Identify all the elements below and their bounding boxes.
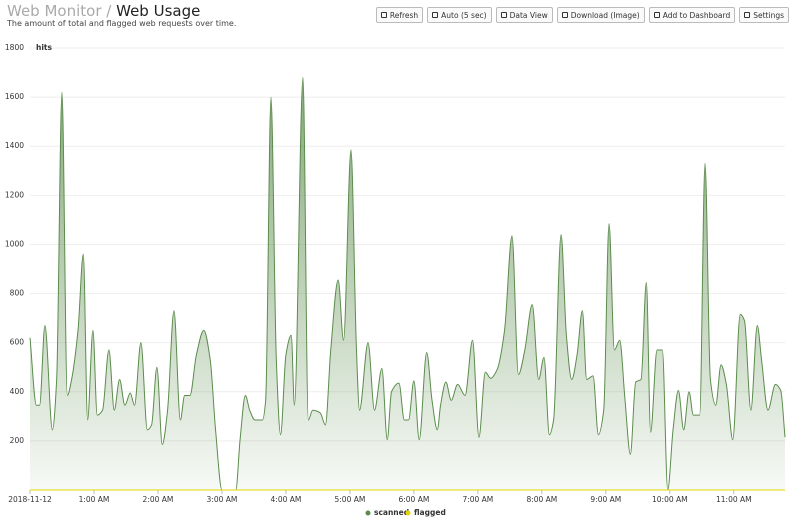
toolbar-button[interactable]: Data View bbox=[495, 7, 553, 23]
y-axis-label: hits bbox=[36, 43, 52, 52]
x-tick-label: 2018-11-12 bbox=[8, 495, 52, 504]
legend-marker bbox=[365, 510, 371, 516]
legend-marker bbox=[405, 510, 411, 516]
button-label: Refresh bbox=[389, 10, 419, 20]
legend-label: scanned bbox=[374, 508, 409, 517]
x-tick-label: 7:00 AM bbox=[462, 495, 493, 504]
y-tick-label: 1800 bbox=[5, 43, 24, 52]
toolbar-button[interactable]: Refresh bbox=[375, 7, 424, 23]
button-icon bbox=[500, 12, 507, 18]
button-icon bbox=[653, 12, 660, 18]
y-tick-label: 400 bbox=[10, 387, 25, 396]
series-area bbox=[30, 77, 785, 490]
legend-label: flagged bbox=[414, 508, 446, 517]
button-label: Settings bbox=[753, 10, 784, 20]
button-label: Add to Dashboard bbox=[662, 10, 731, 20]
toolbar: Refresh Auto (5 sec) Data View Download (Im… bbox=[375, 7, 789, 23]
x-tick-label: 6:00 AM bbox=[398, 495, 429, 504]
subtitle: The amount of total and flagged web requ… bbox=[7, 19, 237, 28]
page-title: Web Monitor / Web Usage bbox=[7, 2, 200, 20]
y-tick-label: 600 bbox=[10, 338, 25, 347]
toolbar-button[interactable]: Settings bbox=[739, 7, 789, 23]
series-line bbox=[29, 76, 786, 491]
title: Web Usage bbox=[116, 2, 201, 20]
y-tick-label: 800 bbox=[10, 289, 25, 298]
y-tick-label: 1200 bbox=[5, 190, 24, 199]
button-label: Data View bbox=[509, 10, 548, 20]
button-icon bbox=[432, 12, 439, 18]
x-tick-label: 4:00 AM bbox=[271, 495, 302, 504]
button-label: Download (Image) bbox=[570, 10, 640, 20]
x-tick-label: 2:00 AM bbox=[143, 495, 174, 504]
breadcrumb[interactable]: Web Monitor bbox=[7, 2, 102, 20]
y-tick-label: 1600 bbox=[5, 92, 24, 101]
button-icon bbox=[380, 12, 387, 18]
x-tick-label: 3:00 AM bbox=[207, 495, 238, 504]
x-tick-label: 1:00 AM bbox=[79, 495, 110, 504]
x-tick-label: 11:00 AM bbox=[716, 495, 752, 504]
x-tick-label: 5:00 AM bbox=[335, 495, 366, 504]
x-tick-label: 9:00 AM bbox=[590, 495, 621, 504]
toolbar-button[interactable]: Auto (5 sec) bbox=[427, 7, 492, 23]
toolbar-button[interactable]: Add to Dashboard bbox=[648, 7, 736, 23]
y-tick-label: 1000 bbox=[5, 239, 24, 248]
y-tick-label: 200 bbox=[10, 436, 25, 445]
x-tick-label: 10:00 AM bbox=[652, 495, 688, 504]
button-icon bbox=[561, 12, 568, 18]
y-tick-label: 1400 bbox=[5, 141, 24, 150]
separator: / bbox=[106, 2, 112, 20]
x-tick-label: 8:00 AM bbox=[526, 495, 557, 504]
button-label: Auto (5 sec) bbox=[441, 10, 487, 20]
button-icon bbox=[744, 12, 751, 18]
toolbar-button[interactable]: Download (Image) bbox=[556, 7, 645, 23]
